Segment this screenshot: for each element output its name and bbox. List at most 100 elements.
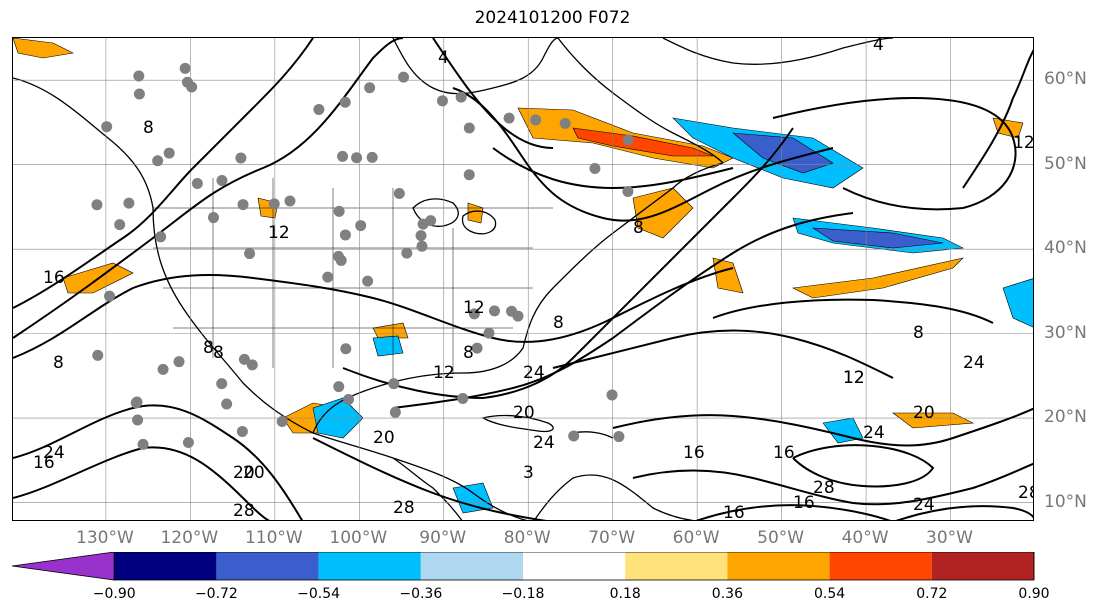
lat-label: 20°N [1044, 407, 1087, 428]
station-marker [568, 430, 580, 442]
colorbar-tick-label: −0.72 [194, 586, 238, 602]
contour-line [552, 329, 894, 379]
contour-label: 4 [438, 48, 449, 68]
lat-label: 60°N [1044, 69, 1087, 90]
station-marker [130, 397, 142, 409]
station-marker [237, 199, 249, 211]
lat-label: 10°N [1044, 491, 1087, 512]
colorbar-frame [113, 552, 1035, 581]
station-marker [622, 185, 634, 197]
station-marker [333, 381, 345, 393]
station-marker [425, 215, 437, 227]
anomaly-blob [372, 335, 404, 357]
lon-label: 50°W [757, 528, 805, 548]
station-marker [221, 398, 233, 410]
contour-label: 12 [843, 368, 865, 388]
contour-line [962, 49, 1033, 189]
station-marker [343, 393, 355, 405]
station-marker [155, 231, 167, 243]
station-marker [92, 349, 104, 361]
station-marker [337, 150, 349, 162]
station-marker [351, 152, 363, 164]
contour-label: 16 [683, 443, 705, 463]
lon-label: 60°W [672, 528, 720, 548]
contour-label: 12 [843, 368, 865, 388]
station-marker [362, 275, 374, 287]
station-marker [216, 378, 228, 390]
contour-label: 20 [373, 428, 395, 448]
station-marker [179, 62, 191, 74]
contour-label: 8 [633, 218, 644, 238]
station-marker [207, 212, 219, 224]
station-marker [559, 117, 571, 129]
colorbar-tick-label: −0.54 [297, 586, 341, 602]
colorbar-tick-label: −0.18 [501, 586, 545, 602]
station-marker [123, 197, 135, 209]
contour-label: 24 [43, 443, 65, 463]
lon-label: 110°W [244, 528, 303, 548]
contour-label: 24 [523, 363, 545, 383]
anomaly-blob [372, 322, 409, 339]
station-marker [191, 178, 203, 190]
station-marker [101, 121, 113, 133]
station-marker [468, 308, 480, 320]
contour-label: 8 [143, 118, 154, 138]
station-marker [236, 425, 248, 437]
station-marker [388, 378, 400, 390]
station-marker [613, 431, 625, 443]
graticule [13, 38, 1033, 520]
station-marker [104, 290, 116, 302]
station-marker [114, 219, 126, 231]
station-marker [503, 112, 515, 124]
station-marker [530, 114, 542, 126]
station-marker [488, 305, 500, 317]
contour-line [342, 127, 794, 400]
contour-label: 12 [433, 363, 455, 383]
station-marker [173, 356, 185, 368]
station-marker [132, 414, 144, 426]
contour-label: 8 [913, 323, 924, 343]
contour-line [712, 298, 994, 324]
anomaly-blob [452, 482, 494, 514]
station-marker [216, 174, 228, 186]
station-marker [339, 96, 351, 108]
colorbar-tick-label: −0.36 [399, 586, 443, 602]
contour-line [895, 505, 1033, 520]
station-marker [471, 342, 483, 354]
lon-label: 100°W [329, 528, 388, 548]
lon-label: 130°W [76, 528, 134, 548]
contour-label: 20 [233, 463, 255, 483]
station-marker [181, 76, 193, 88]
colorbar-tick-label: −0.90 [92, 586, 136, 602]
contour-label: 3 [523, 463, 534, 483]
lat-label: 30°N [1044, 322, 1087, 343]
station-marker [436, 95, 448, 107]
station-marker [137, 438, 149, 450]
station-marker [313, 103, 325, 115]
contour-line [612, 407, 1033, 447]
contour-label: 20 [913, 403, 935, 423]
contour-label: 8 [553, 313, 564, 333]
station-marker [506, 305, 518, 317]
lon-label: 40°W [841, 528, 889, 548]
contour-label: 16 [33, 453, 55, 473]
station-marker [455, 91, 467, 103]
contour-label: 28 [233, 501, 255, 521]
contour-label: 28 [813, 478, 835, 498]
station-marker [182, 437, 194, 449]
station-marker [401, 247, 413, 259]
anomaly-blob [791, 257, 964, 299]
lon-label: 90°W [419, 528, 467, 548]
station-marker [463, 122, 475, 134]
anomaly-blob [712, 257, 744, 294]
contour-label: 8 [53, 353, 64, 373]
station-marker [284, 195, 296, 207]
station-marker [457, 392, 469, 404]
lon-label: 120°W [160, 528, 219, 548]
anomaly-blob [572, 127, 714, 157]
colorbar-tick-label: 0.90 [1018, 586, 1050, 602]
contour-line [432, 38, 554, 149]
contour-line [792, 444, 935, 488]
contour-label: 24 [913, 495, 935, 515]
